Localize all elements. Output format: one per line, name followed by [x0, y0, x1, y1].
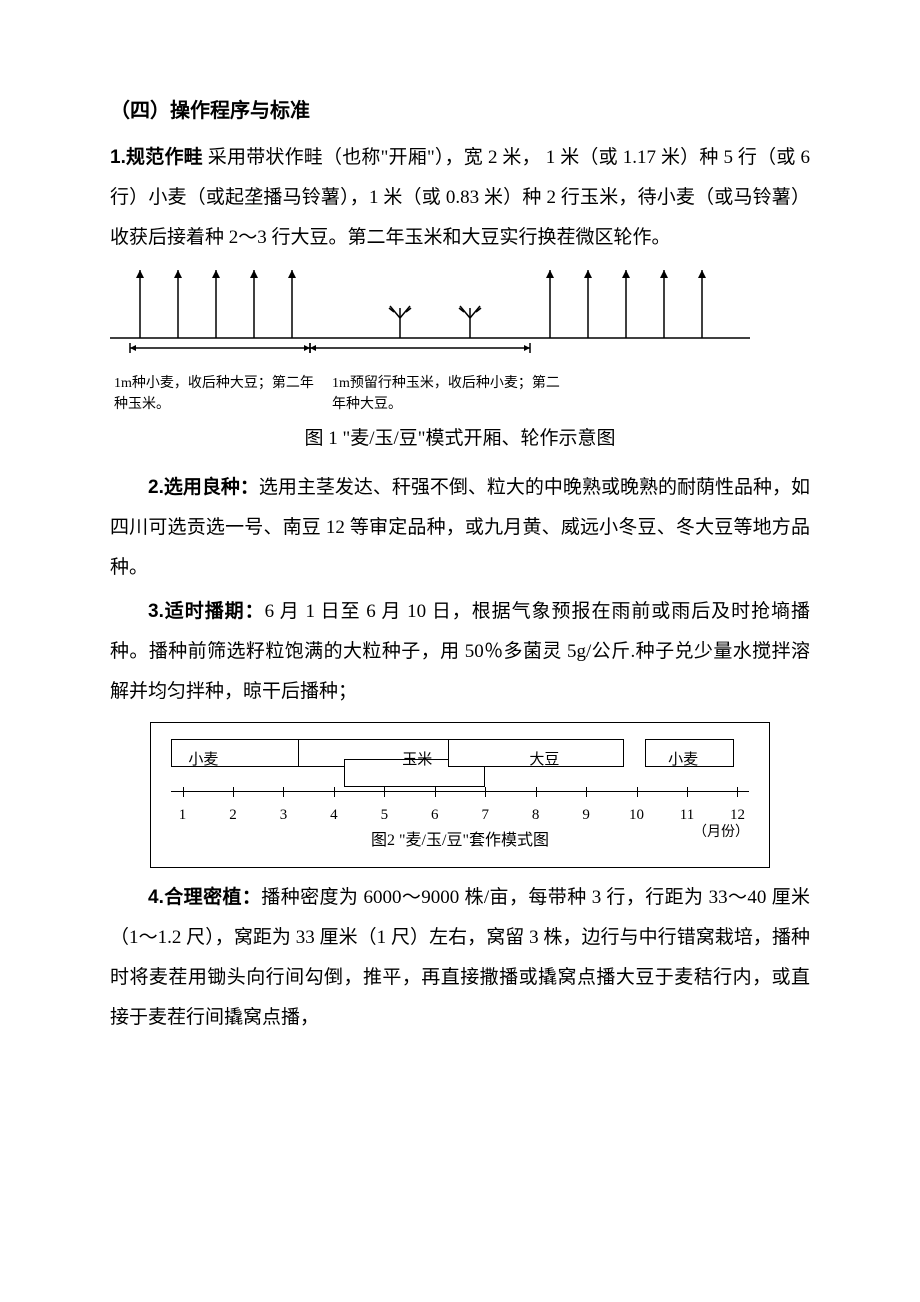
d2-month-num: 11	[680, 800, 694, 832]
p4-bold: 4.合理密植：	[148, 887, 261, 908]
diagram-2: 小麦玉米大豆小麦 （月份） 123456789101112 图2 "麦/玉/豆"…	[150, 722, 770, 869]
d2-tick	[586, 787, 587, 797]
diagram-1-svg	[110, 264, 750, 354]
d2-label-bean: 大豆	[529, 745, 559, 777]
d2-month-num: 10	[629, 800, 644, 832]
d2-tick	[435, 787, 436, 797]
p3-bold: 3.适时播期：	[148, 601, 265, 622]
d2-tick	[384, 787, 385, 797]
d2-tick	[536, 787, 537, 797]
d2-tick	[183, 787, 184, 797]
d2-tick	[485, 787, 486, 797]
paragraph-1: 1.规范作畦 采用带状作畦（也称"开厢"），宽 2 米， 1 米（或 1.17 …	[110, 138, 810, 258]
d2-label-corn: 玉米	[402, 745, 432, 777]
d2-month-num: 9	[582, 800, 590, 832]
diagram-1: 1m种小麦，收后种大豆；第二年种玉米。 1m预留行种玉米，收后种小麦；第二年种大…	[110, 264, 810, 415]
d2-tick	[687, 787, 688, 797]
d2-tick	[737, 787, 738, 797]
d2-month-num: 3	[280, 800, 288, 832]
p1-text: 采用带状作畦（也称"开厢"），宽 2 米， 1 米（或 1.17 米）种 5 行…	[110, 147, 810, 248]
d2-tick	[637, 787, 638, 797]
figure-1-caption: 图 1 "麦/玉/豆"模式开厢、轮作示意图	[110, 419, 810, 459]
section-heading: （四）操作程序与标准	[110, 90, 810, 132]
d2-month-num: 2	[229, 800, 237, 832]
d2-month-num: 12	[730, 800, 745, 832]
d2-month-num: 5	[381, 800, 389, 832]
d2-tick	[233, 787, 234, 797]
p2-bold: 2.选用良种：	[148, 477, 259, 498]
p4-text: 播种密度为 6000～9000 株/亩，每带种 3 行，行距为 33～40 厘米…	[110, 887, 810, 1028]
d2-month-num: 6	[431, 800, 439, 832]
paragraph-2: 2.选用良种：选用主茎发达、秆强不倒、粒大的中晚熟或晚熟的耐荫性品种，如四川可选…	[110, 468, 810, 588]
d2-month-num: 1	[179, 800, 187, 832]
d2-month-num: 8	[532, 800, 540, 832]
d2-label-wheat2: 小麦	[668, 745, 698, 777]
d2-month-num: 4	[330, 800, 338, 832]
d2-label-wheat: 小麦	[188, 745, 218, 777]
figure-2-caption: 图2 "麦/玉/豆"套作模式图	[171, 824, 749, 858]
d1-label-right: 1m预留行种玉米，收后种小麦；第二年种大豆。	[328, 373, 566, 415]
paragraph-4: 4.合理密植：播种密度为 6000～9000 株/亩，每带种 3 行，行距为 3…	[110, 878, 810, 1038]
d2-tick	[334, 787, 335, 797]
d2-month-num: 7	[481, 800, 489, 832]
d1-label-left: 1m种小麦，收后种大豆；第二年种玉米。	[110, 373, 328, 415]
paragraph-3: 3.适时播期：6 月 1 日至 6 月 10 日，根据气象预报在雨前或雨后及时抢…	[110, 592, 810, 712]
d2-tick	[283, 787, 284, 797]
p1-bold: 1.规范作畦	[110, 147, 203, 168]
